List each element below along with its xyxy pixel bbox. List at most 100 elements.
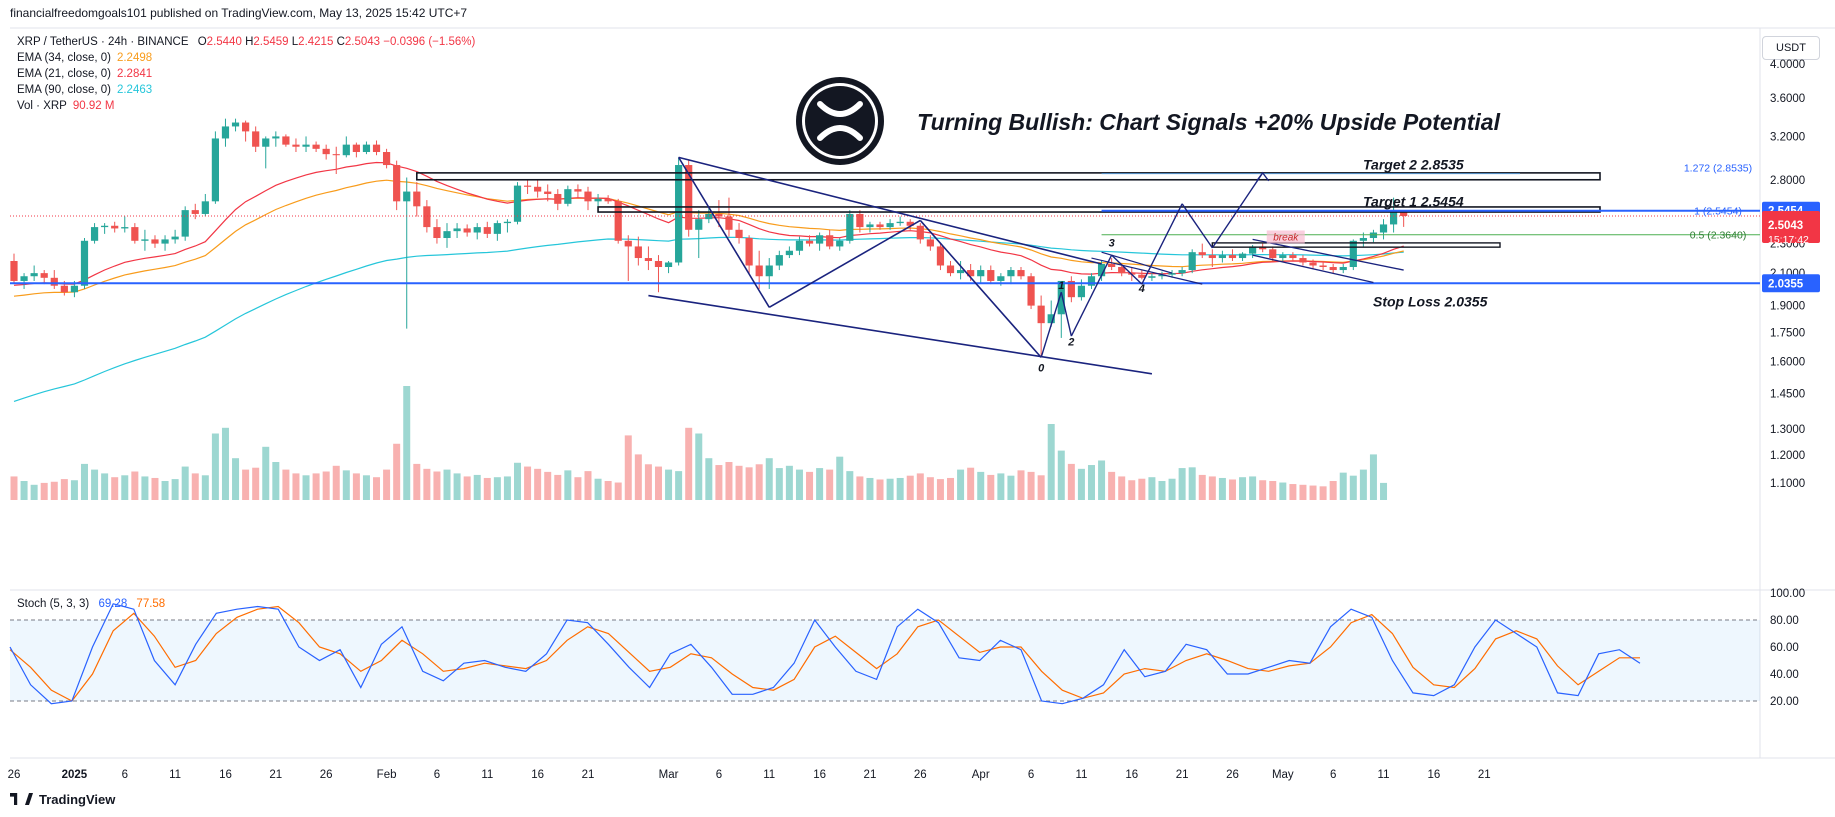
currency-button[interactable]: USDT	[1762, 36, 1820, 60]
symbol-title: XRP / TetherUS · 24h · BINANCE	[17, 36, 189, 48]
volume-bar	[433, 471, 441, 500]
wave-label: 3	[1109, 237, 1115, 249]
candle-body	[1148, 276, 1156, 278]
candle-body	[201, 201, 209, 214]
volume-bar	[1198, 474, 1206, 500]
tradingview-brand[interactable]: TradingView	[10, 792, 115, 807]
indicator-value: 90.92 M	[72, 100, 115, 112]
volume-bar	[524, 466, 532, 500]
candle-body	[10, 260, 18, 281]
candle-body	[866, 224, 874, 228]
volume-bar	[745, 467, 753, 500]
candle-body	[1188, 252, 1196, 271]
volume-bar	[373, 477, 381, 500]
volume-bar	[181, 466, 189, 500]
candle-body	[242, 122, 250, 132]
volume-bar	[594, 478, 602, 500]
indicator-ema21[interactable]: EMA (21, close, 0) 2.2841	[17, 66, 475, 82]
break-label: break	[1273, 232, 1299, 243]
volume-bar	[242, 469, 250, 500]
volume-bar	[302, 475, 310, 500]
candle-body	[1017, 270, 1025, 277]
candle-body	[584, 191, 592, 202]
volume-bar	[695, 433, 703, 500]
price-tick-label: 1.3000	[1770, 424, 1805, 436]
candle-body	[534, 186, 542, 192]
volume-bar	[1138, 478, 1146, 500]
indicator-ema90[interactable]: EMA (90, close, 0) 2.2463	[17, 82, 475, 98]
candle-body	[403, 191, 411, 202]
candle-body	[1329, 267, 1337, 271]
fib-1272-label: 1.272 (2.8535)	[1684, 163, 1752, 175]
wave-leg-23	[1070, 254, 1113, 337]
time-tick-label: 16	[219, 769, 232, 781]
indicator-label: Vol · XRP	[17, 100, 67, 112]
volume-bar	[1279, 482, 1287, 500]
volume-bar	[836, 456, 844, 500]
time-tick-label: 6	[1028, 769, 1034, 781]
projection-leg-3	[1211, 172, 1264, 249]
stoch-legend[interactable]: Stoch (5, 3, 3) 69.28 77.58	[17, 598, 165, 610]
xrp-logo-inner	[805, 86, 875, 156]
volume-bar	[665, 469, 673, 500]
stoch-k-line	[9, 603, 1641, 705]
low-label: L	[291, 36, 299, 48]
candle-body	[463, 228, 471, 233]
volume-bar	[362, 475, 370, 500]
volume-bar	[715, 465, 723, 500]
volume-bar	[413, 463, 421, 500]
volume-bar	[604, 481, 612, 500]
volume-bar	[1027, 471, 1035, 500]
volume-bar	[826, 469, 834, 500]
volume-bar	[775, 468, 783, 500]
wave-leg-34	[1111, 254, 1143, 285]
candle-body	[312, 144, 320, 149]
candle-body	[936, 246, 945, 266]
fib-05-label: 0.5 (2.3640)	[1690, 230, 1747, 242]
indicator-volume[interactable]: Vol · XRP 90.92 M	[17, 98, 475, 114]
candle-body	[876, 224, 884, 228]
volume-bar	[866, 477, 874, 500]
stoch-tick-label: 80.00	[1770, 615, 1799, 627]
candle-body	[453, 228, 461, 232]
volume-bar	[957, 469, 965, 500]
volume-bar	[191, 473, 199, 500]
candle-body	[1168, 273, 1176, 275]
candle-body	[60, 285, 68, 293]
volume-bar	[292, 473, 300, 500]
candle-body	[211, 138, 219, 202]
target-arrow-icon	[1256, 171, 1270, 182]
candle-body	[181, 210, 189, 237]
time-tick-label: 16	[1427, 769, 1440, 781]
volume-bar	[564, 470, 572, 500]
volume-bar	[232, 458, 240, 500]
candle-body	[1339, 267, 1347, 271]
current-price-tag	[1762, 210, 1820, 243]
candle-body	[282, 136, 290, 145]
volume-bar	[936, 479, 944, 500]
stop-price-text: 2.0355	[1768, 278, 1804, 290]
candle-body	[493, 223, 501, 234]
symbol-row[interactable]: XRP / TetherUS · 24h · BINANCE O2.5440 H…	[17, 34, 475, 50]
chart-legend: XRP / TetherUS · 24h · BINANCE O2.5440 H…	[17, 34, 475, 114]
volume-bar	[393, 443, 401, 500]
time-tick-label: 21	[582, 769, 595, 781]
volume-bar	[1269, 481, 1277, 500]
candle-body	[1400, 210, 1408, 216]
swing-leg-1	[677, 156, 770, 308]
volume-bar	[121, 475, 129, 500]
candle-body	[987, 270, 995, 281]
wave-label: 1	[1058, 280, 1064, 292]
volume-bar	[111, 477, 119, 500]
indicator-ema34[interactable]: EMA (34, close, 0) 2.2498	[17, 50, 475, 66]
candle-body	[1309, 262, 1317, 266]
candle-body	[997, 276, 1005, 281]
candle-body	[523, 185, 532, 187]
candle-body	[1198, 252, 1206, 256]
candle-body	[1369, 232, 1378, 239]
time-tick-label: 11	[1378, 769, 1390, 781]
candle-body	[272, 136, 280, 139]
candle-body	[1158, 274, 1166, 277]
volume-bar	[1077, 468, 1085, 500]
